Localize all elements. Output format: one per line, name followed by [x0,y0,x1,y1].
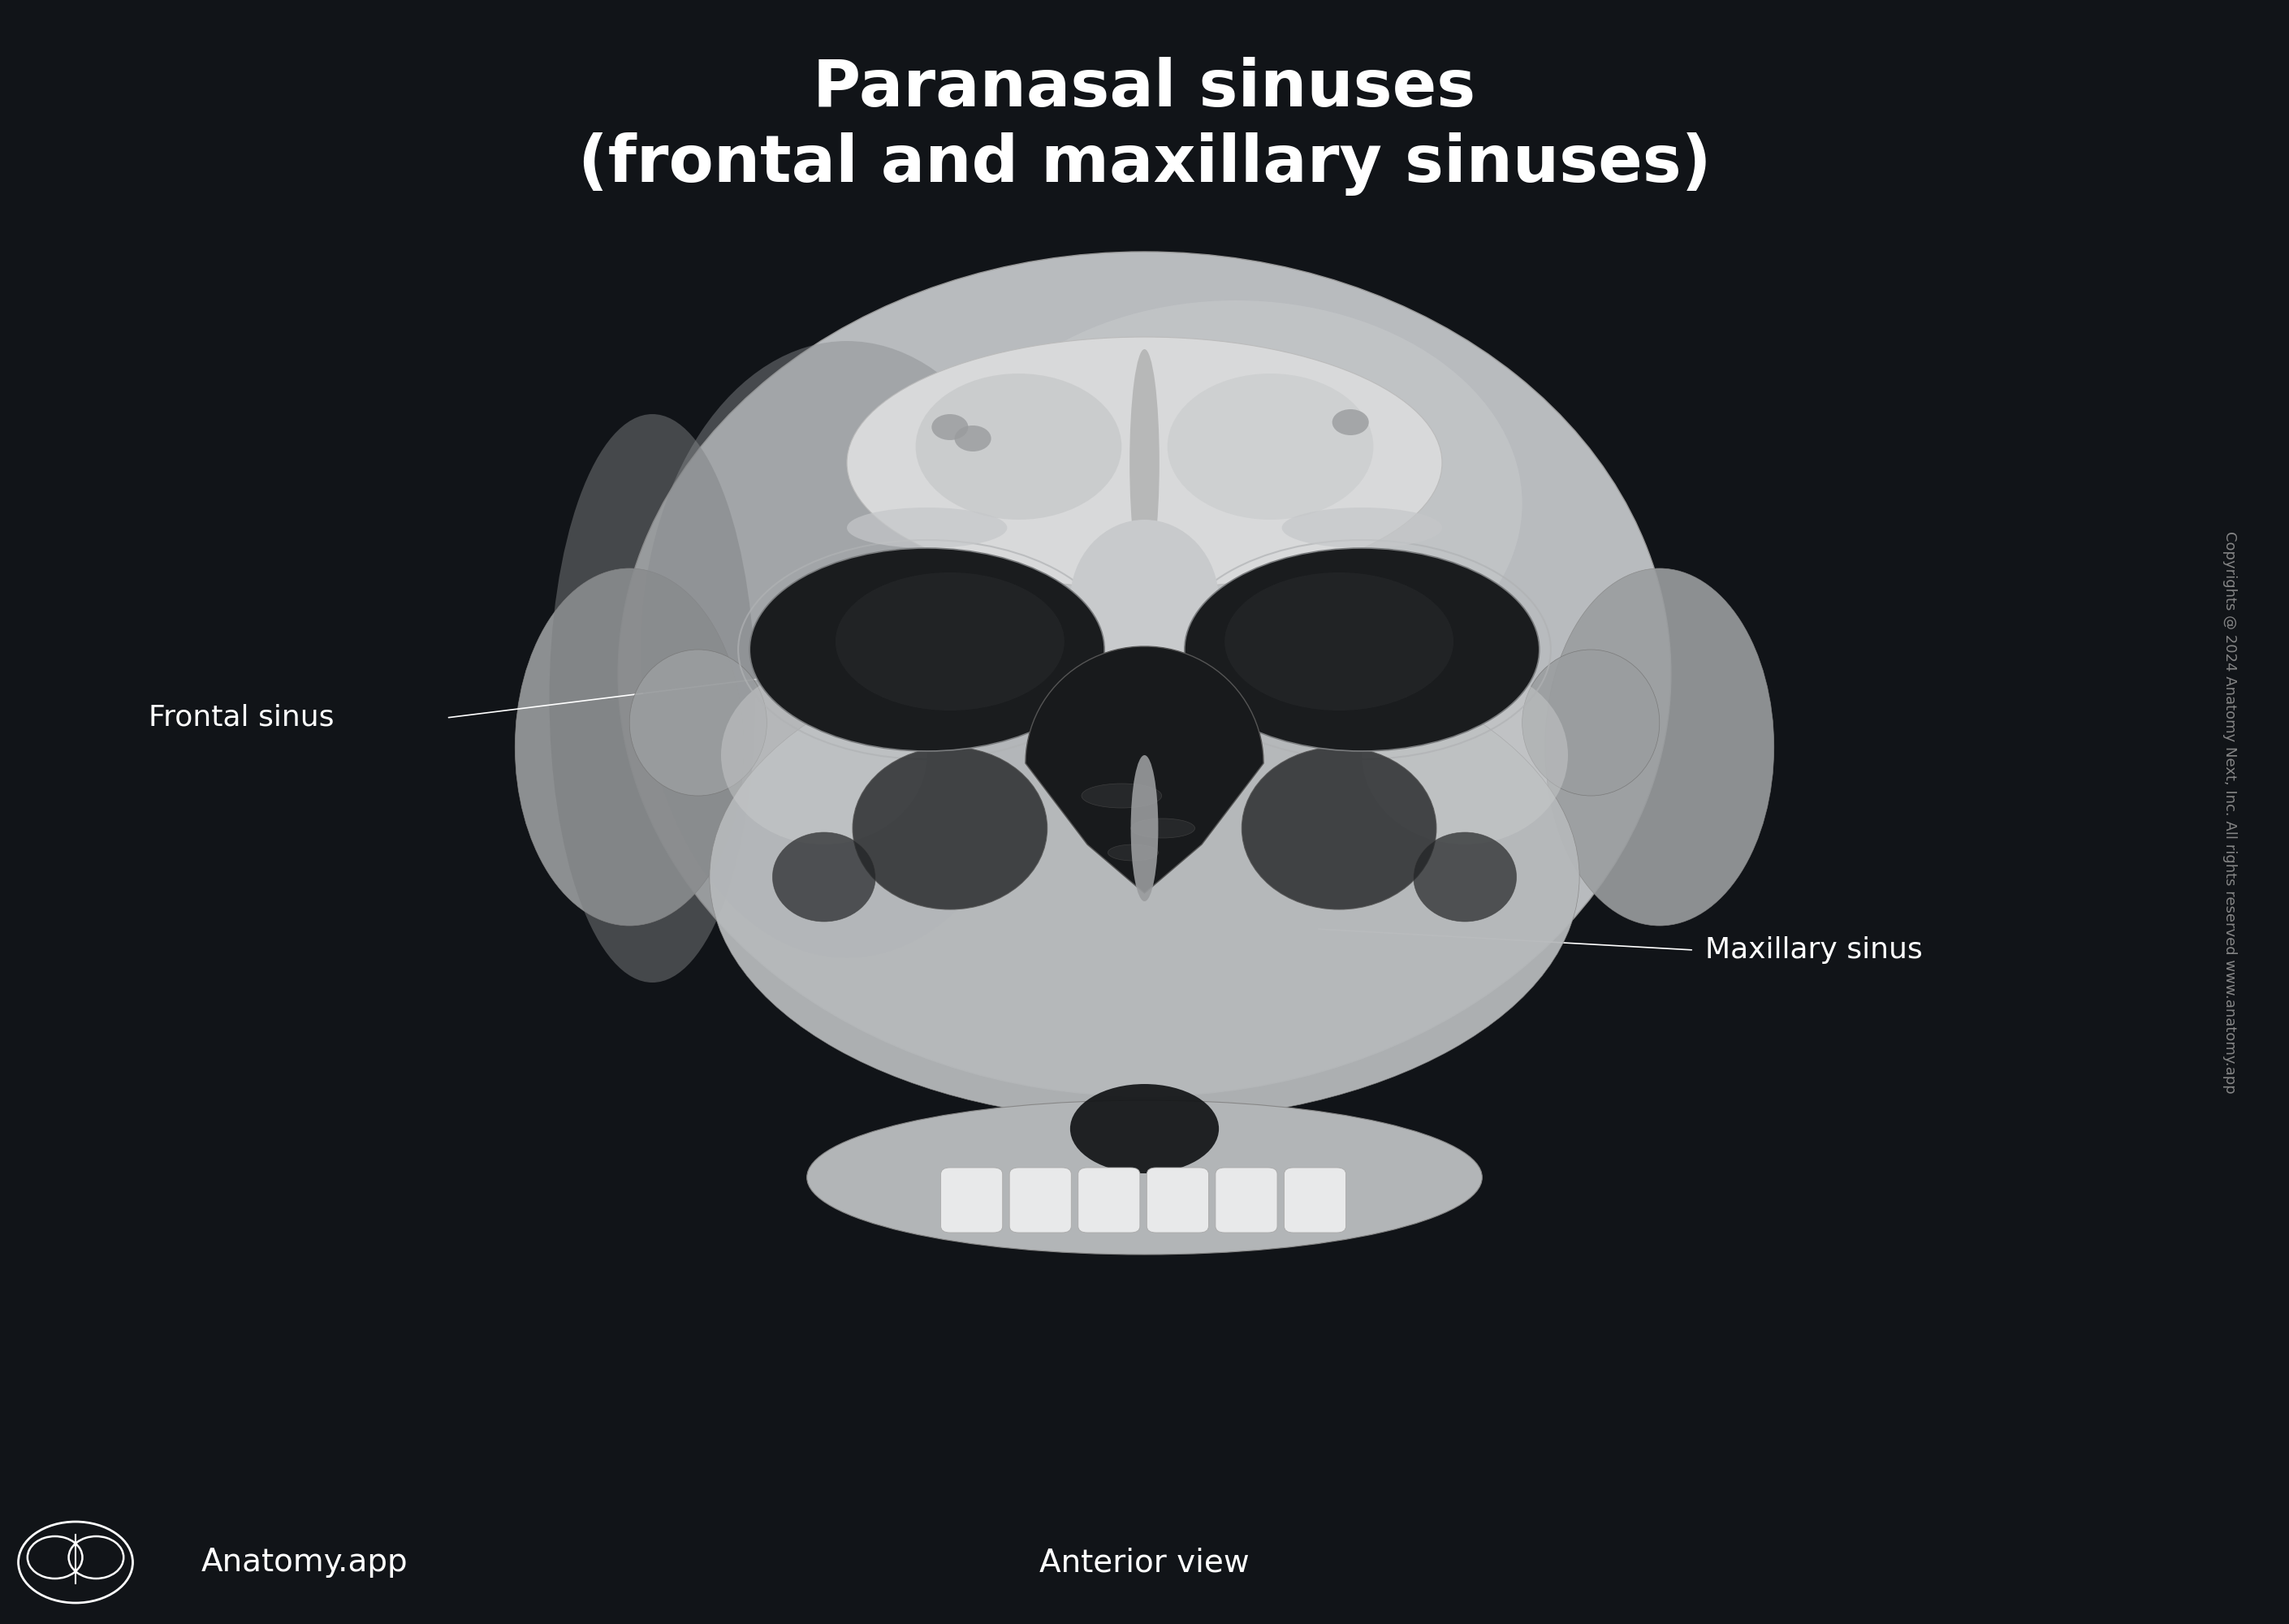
Polygon shape [1025,646,1264,893]
FancyBboxPatch shape [941,1168,1003,1233]
Ellipse shape [618,252,1671,1096]
Text: Anterior view: Anterior view [1039,1546,1250,1579]
Ellipse shape [1080,784,1161,807]
FancyBboxPatch shape [1009,1168,1071,1233]
Ellipse shape [1362,666,1568,844]
Ellipse shape [1282,507,1442,549]
Ellipse shape [641,341,1053,958]
Ellipse shape [806,1101,1483,1254]
Circle shape [1332,409,1369,435]
Text: Copyrights @ 2024 Anatomy Next, Inc. All rights reserved www.anatomy.app: Copyrights @ 2024 Anatomy Next, Inc. All… [2223,531,2236,1093]
Ellipse shape [950,300,1522,706]
Ellipse shape [1522,650,1660,796]
Ellipse shape [629,650,767,796]
Ellipse shape [835,573,1064,711]
FancyBboxPatch shape [1215,1168,1277,1233]
Ellipse shape [771,831,874,922]
Ellipse shape [1108,844,1158,861]
Ellipse shape [721,666,927,844]
Text: Paranasal sinuses
(frontal and maxillary sinuses): Paranasal sinuses (frontal and maxillary… [577,57,1712,197]
Ellipse shape [515,568,744,926]
Ellipse shape [1545,568,1774,926]
Ellipse shape [710,633,1579,1121]
Ellipse shape [1412,831,1515,922]
Ellipse shape [1225,573,1454,711]
Ellipse shape [1183,549,1538,750]
Ellipse shape [1131,349,1158,577]
Ellipse shape [847,338,1442,588]
Ellipse shape [1167,374,1373,520]
Ellipse shape [852,747,1048,909]
Ellipse shape [549,414,755,983]
Ellipse shape [1131,755,1158,901]
Ellipse shape [1241,747,1437,909]
Text: Frontal sinus: Frontal sinus [149,705,334,731]
Ellipse shape [751,549,1106,750]
Text: Maxillary sinus: Maxillary sinus [1705,935,1923,963]
Ellipse shape [1131,818,1195,838]
Text: Anatomy.app: Anatomy.app [201,1546,407,1579]
Ellipse shape [1069,520,1220,682]
FancyBboxPatch shape [1147,1168,1209,1233]
Circle shape [955,425,991,451]
Ellipse shape [916,374,1122,520]
FancyBboxPatch shape [1078,1168,1140,1233]
FancyBboxPatch shape [1284,1168,1346,1233]
Circle shape [932,414,968,440]
Ellipse shape [847,507,1007,549]
Ellipse shape [1069,1085,1220,1173]
